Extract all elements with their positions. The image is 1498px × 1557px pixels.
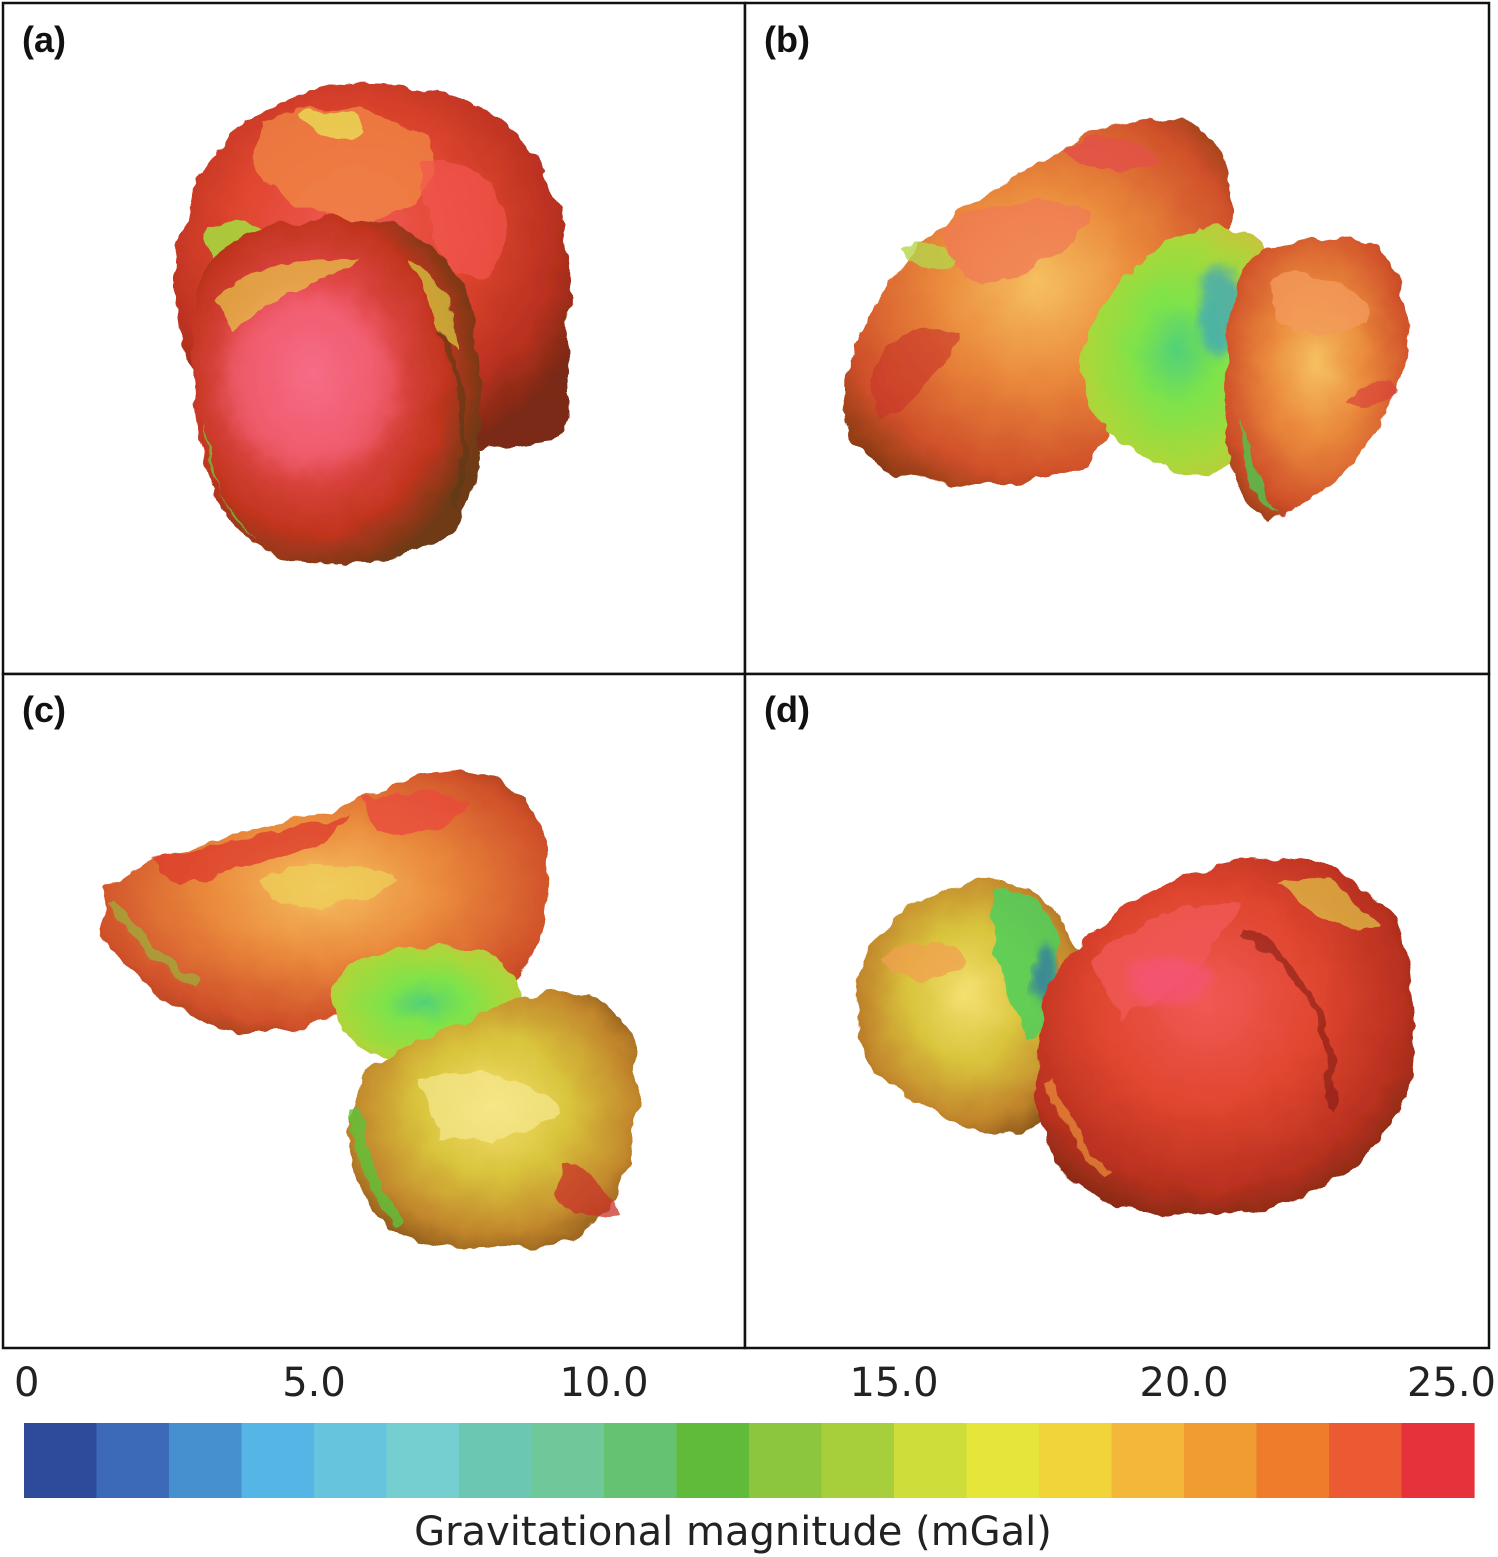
colorbar-cell [604,1423,678,1498]
colorbar-cell [459,1423,533,1498]
colorbar-tick-label: 5.0 [282,1360,346,1406]
colorbar-cell [314,1423,388,1498]
colorbar-cell [531,1423,605,1498]
colorbar-tick-label: 0 [14,1360,39,1406]
panel-label-c: (c) [22,689,66,730]
colorbar-tick-label: 20.0 [1139,1360,1228,1406]
panel-label-b: (b) [764,19,810,60]
colorbar-cell [1329,1423,1403,1498]
comet-render-b [845,118,1409,520]
colorbar-cell [821,1423,895,1498]
colorbar-tick-label: 10.0 [559,1360,648,1406]
colorbar-cell [1039,1423,1113,1498]
colorbar-cell [24,1423,98,1498]
colorbar-cell [894,1423,968,1498]
panel-label-d: (d) [764,689,810,730]
colorbar: 0 5.0 10.0 15.0 20.0 25.0 Gravitational magni… [14,1360,1496,1555]
colorbar-tick-label: 25.0 [1407,1360,1496,1406]
colorbar-cell [241,1423,315,1498]
colorbar-cell [386,1423,460,1498]
colorbar-cells [24,1423,1475,1498]
colorbar-cell [1184,1423,1258,1498]
colorbar-cell [1401,1423,1475,1498]
comet-render-c [100,769,638,1249]
colorbar-title: Gravitational magnitude (mGal) [414,1509,1052,1555]
comet-render-a [174,83,571,565]
colorbar-cell [966,1423,1040,1498]
comet-render-d [856,856,1416,1217]
colorbar-cell [169,1423,243,1498]
colorbar-cell [1111,1423,1185,1498]
colorbar-cell [676,1423,750,1498]
panel-label-a: (a) [22,19,66,60]
colorbar-cell [749,1423,823,1498]
colorbar-cell [96,1423,170,1498]
colorbar-tick-label: 15.0 [849,1360,938,1406]
colorbar-cell [1256,1423,1330,1498]
colorbar-tick-labels: 0 5.0 10.0 15.0 20.0 25.0 [14,1360,1496,1406]
